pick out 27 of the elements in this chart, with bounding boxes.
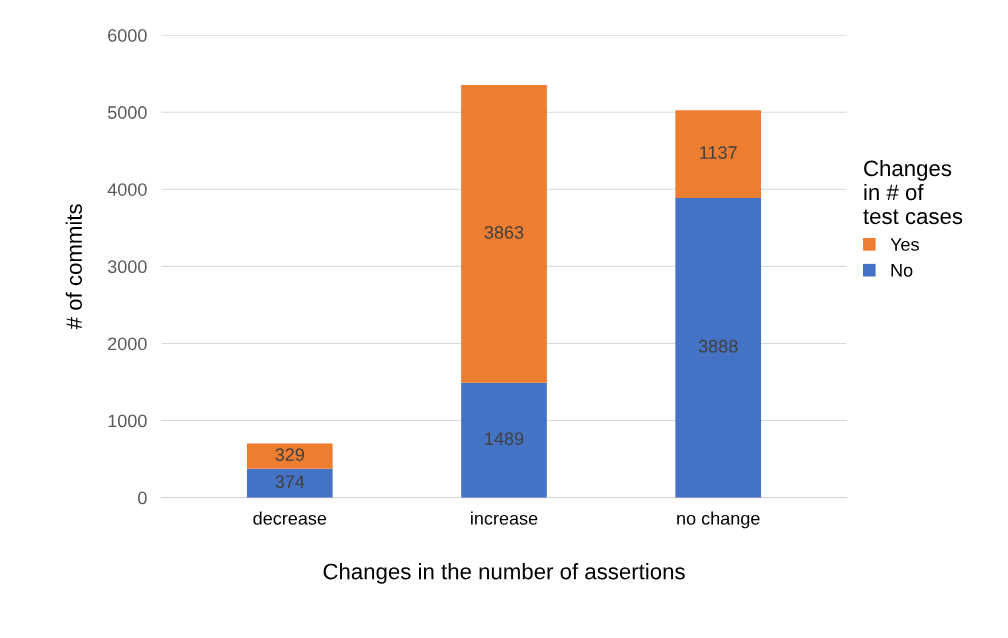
x-tick-label: decrease (253, 511, 327, 525)
y-tick-label: 3000 (107, 260, 147, 274)
bar (675, 110, 762, 198)
legend-title: Changes in # of test cases (863, 159, 963, 225)
legend-label: No (891, 264, 913, 277)
x-axis-title: Changes in the number of assertions (323, 563, 685, 584)
x-tick-label: increase (471, 511, 538, 525)
data-label: 329 (275, 448, 305, 461)
y-tick-label: 6000 (108, 29, 147, 42)
x-tick-label: no change (677, 511, 760, 529)
y-tick-label: 2000 (108, 337, 147, 351)
y-tick-label: 4000 (107, 183, 147, 196)
y-axis-title: # of commits (65, 204, 82, 330)
bar (675, 197, 762, 498)
data-label: 374 (275, 475, 305, 489)
data-label: 3863 (484, 226, 524, 239)
data-label: 1489 (485, 432, 524, 446)
data-label: 3888 (698, 339, 738, 353)
bar (246, 443, 333, 469)
legend-label: Yes (890, 238, 919, 251)
bar (246, 468, 333, 498)
y-tick-label: 5000 (107, 106, 147, 119)
y-tick-label: 0 (138, 491, 147, 505)
data-label: 1137 (700, 146, 737, 159)
bar (461, 85, 547, 383)
y-tick-label: 1000 (108, 414, 147, 428)
bar (461, 382, 547, 498)
